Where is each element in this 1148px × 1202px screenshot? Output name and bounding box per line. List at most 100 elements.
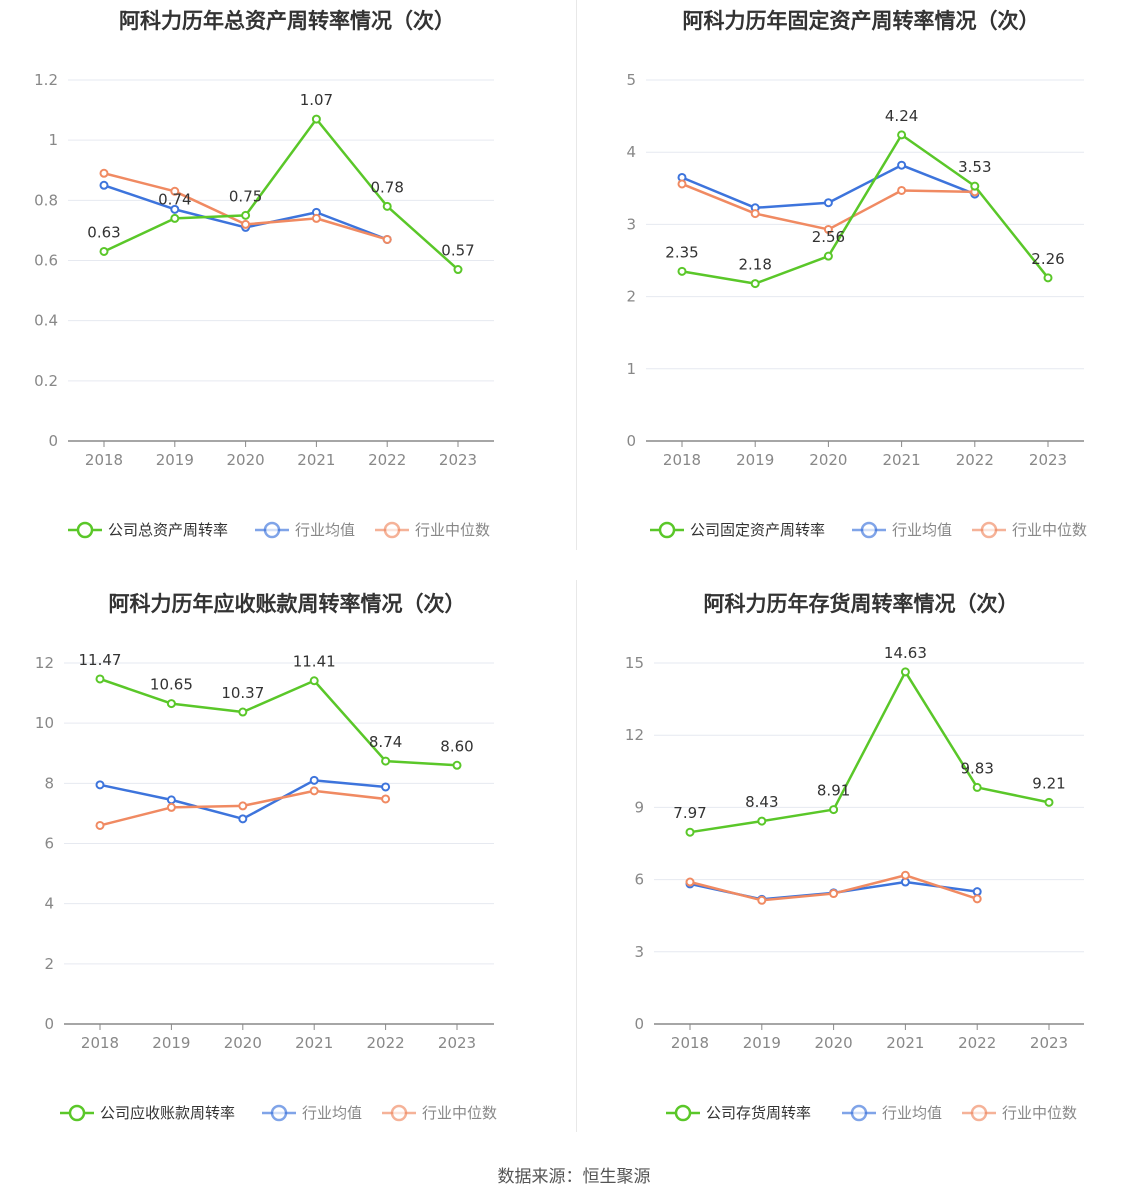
data-point-company <box>241 210 251 220</box>
chart-svg: 0 0.2 0.4 0.6 0.8 1 1.2 2018 2019 2020 2021 2022 202… <box>34 71 494 539</box>
data-point-company <box>829 805 839 815</box>
x-tick-label: 2022 <box>367 1034 405 1052</box>
data-label: 14.63 <box>884 644 927 662</box>
x-tick-label: 2020 <box>227 451 265 469</box>
legend-marker <box>263 521 281 539</box>
data-point-company <box>1044 797 1054 807</box>
x-tick-label: 2023 <box>439 451 477 469</box>
y-tick-label: 6 <box>634 871 644 889</box>
data-point-median <box>241 219 251 229</box>
legend-item-median: 行业中位数 <box>972 521 1087 539</box>
data-label: 2.18 <box>738 256 771 274</box>
y-tick-label: 12 <box>35 654 54 672</box>
x-tick-label: 2023 <box>1029 451 1067 469</box>
legend-item-avg: 行业均值 <box>842 1104 942 1122</box>
data-point-avg <box>381 782 391 792</box>
series-line-company <box>689 670 1050 834</box>
data-point-company <box>750 279 760 289</box>
data-point-median <box>99 168 109 178</box>
y-tick-label: 0.4 <box>34 312 58 330</box>
x-tick-label: 2023 <box>1030 1034 1068 1052</box>
chart-svg: 0 1 2 3 4 5 2018 2019 2020 2021 2022 2023 2.35 2.18 2.… <box>626 71 1087 539</box>
chart-title: 阿科力历年应收账款周转率情况（次） <box>108 592 466 616</box>
data-label: 2.56 <box>812 228 845 246</box>
y-tick-label: 3 <box>634 943 644 961</box>
x-tick-label: 2022 <box>368 451 406 469</box>
legend-marker <box>68 1104 86 1122</box>
data-point-company <box>677 266 687 276</box>
data-point-avg <box>972 887 982 897</box>
data-point-avg <box>238 814 248 824</box>
data-point-median <box>311 213 321 223</box>
data-label: 0.78 <box>370 178 403 196</box>
data-point-median <box>900 870 910 880</box>
x-tick-label: 2021 <box>883 451 921 469</box>
x-tick-label: 2021 <box>295 1034 333 1052</box>
data-label: 11.41 <box>293 653 336 671</box>
data-label: 0.74 <box>158 190 191 208</box>
chart-panel-inventory-turnover: 0 3 6 9 12 15 2018 2019 2020 2021 2022 2023 7.97 8.43… <box>574 583 1148 1165</box>
data-point-company <box>382 201 392 211</box>
data-label: 8.43 <box>745 793 778 811</box>
legend-marker <box>980 521 998 539</box>
data-point-median <box>238 801 248 811</box>
chart-panel-receivables-turnover: 0 2 4 6 8 10 12 2018 2019 2020 2021 2022 2023 11.47 10… <box>0 583 574 1165</box>
legend-marker <box>390 1104 408 1122</box>
legend-label: 公司应收账款周转率 <box>100 1104 235 1122</box>
y-tick-label: 4 <box>626 143 636 161</box>
series-line-avg <box>99 779 386 821</box>
legend-item-avg: 行业均值 <box>262 1104 362 1122</box>
x-tick-label: 2021 <box>886 1034 924 1052</box>
data-label: 9.83 <box>960 759 993 777</box>
legend-label: 行业均值 <box>302 1104 362 1122</box>
y-tick-label: 10 <box>35 714 54 732</box>
y-tick-label: 12 <box>625 726 644 744</box>
legend-marker <box>674 1104 692 1122</box>
data-label: 10.65 <box>150 676 193 694</box>
x-tick-label: 2020 <box>224 1034 262 1052</box>
legend-marker <box>270 1104 288 1122</box>
data-label: 4.24 <box>885 107 918 125</box>
data-point-avg <box>95 780 105 790</box>
data-point-avg <box>309 775 319 785</box>
data-point-company <box>897 130 907 140</box>
legend-marker <box>970 1104 988 1122</box>
legend-label: 公司总资产周转率 <box>108 521 228 539</box>
series-line-company <box>103 117 459 271</box>
legend-item-company: 公司应收账款周转率 <box>60 1104 235 1122</box>
panel-divider-top <box>576 0 577 550</box>
data-label: 1.07 <box>300 91 333 109</box>
legend-label: 行业中位数 <box>1012 521 1087 539</box>
data-label: 2.35 <box>665 243 698 261</box>
x-tick-label: 2020 <box>809 451 847 469</box>
data-point-median <box>381 794 391 804</box>
data-point-median <box>757 895 767 905</box>
data-source-note: 数据来源：恒生聚源 <box>497 1167 651 1187</box>
y-tick-label: 0 <box>626 432 636 450</box>
data-point-avg <box>166 795 176 805</box>
data-label: 0.75 <box>229 187 262 205</box>
y-tick-label: 3 <box>626 215 636 233</box>
y-tick-label: 0.6 <box>34 252 58 270</box>
data-point-company <box>311 114 321 124</box>
data-point-avg <box>897 160 907 170</box>
data-point-company <box>823 251 833 261</box>
data-point-avg <box>99 180 109 190</box>
legend-label: 公司固定资产周转率 <box>690 521 825 539</box>
x-tick-label: 2019 <box>743 1034 781 1052</box>
legend-marker <box>658 521 676 539</box>
data-label: 8.91 <box>817 782 850 800</box>
data-label: 11.47 <box>79 651 122 669</box>
data-point-median <box>170 186 180 196</box>
data-point-company <box>309 676 319 686</box>
data-label: 0.57 <box>441 242 474 260</box>
data-point-median <box>166 802 176 812</box>
y-tick-label: 0 <box>48 432 58 450</box>
legend-marker <box>76 521 94 539</box>
data-point-company <box>95 674 105 684</box>
legend-item-avg: 行业均值 <box>255 521 355 539</box>
x-tick-label: 2018 <box>81 1034 119 1052</box>
chart-svg: 0 3 6 9 12 15 2018 2019 2020 2021 2022 2023 7.97 8.43… <box>625 644 1084 1122</box>
x-tick-label: 2021 <box>297 451 335 469</box>
data-label: 8.60 <box>440 737 473 755</box>
